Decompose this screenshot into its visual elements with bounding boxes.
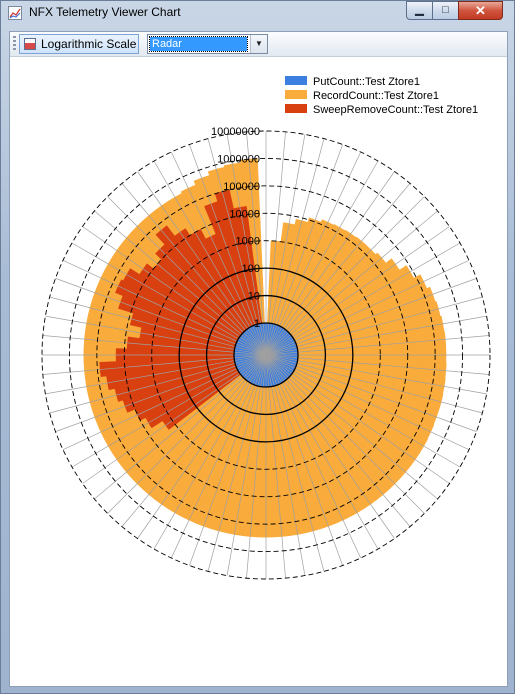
chevron-down-icon[interactable]: ▼ <box>250 35 267 53</box>
radar-tick-label: 1000000 <box>217 153 260 165</box>
radar-chart: 1 10 100 1000 10000 100000 1000000 10000000 Put… <box>10 57 507 686</box>
radar-tick-label: 100000 <box>223 181 260 193</box>
client-area: Logarithmic Scale Radar ▼ 1 10 100 1000 1000… <box>9 31 508 687</box>
toolbar-grip[interactable] <box>13 36 16 52</box>
chart-icon <box>24 38 36 50</box>
legend-label: RecordCount::Test Ztore1 <box>313 90 439 102</box>
chart-icon-graphic <box>9 7 21 19</box>
radar-tick-label: 1000 <box>236 236 260 248</box>
spoke-layer <box>42 131 490 579</box>
maximize-icon: □ <box>433 2 458 19</box>
radar-tick-label: 1 <box>254 318 260 330</box>
chart-area: 1 10 100 1000 10000 100000 1000000 10000000 Put… <box>10 57 507 686</box>
window-title: NFX Telemetry Viewer Chart <box>29 5 181 19</box>
chart-icon <box>8 6 22 20</box>
logarithmic-scale-button[interactable]: Logarithmic Scale <box>19 34 139 54</box>
minimize-icon: ▁ <box>407 2 432 19</box>
maximize-button[interactable]: □ <box>432 1 459 20</box>
legend-swatch <box>285 90 307 99</box>
legend-label: PutCount::Test Ztore1 <box>313 76 420 88</box>
toolbar: Logarithmic Scale Radar ▼ <box>10 32 507 57</box>
minimize-button[interactable]: ▁ <box>406 1 433 20</box>
chart-type-value: Radar <box>150 37 247 51</box>
legend-label: SweepRemoveCount::Test Ztore1 <box>313 104 478 116</box>
radar-tick-label: 10 <box>248 291 260 303</box>
close-icon: ✕ <box>459 2 502 19</box>
legend-swatch <box>285 76 307 85</box>
legend-swatch <box>285 104 307 113</box>
radar-tick-label: 10000000 <box>211 126 260 138</box>
close-button[interactable]: ✕ <box>458 1 503 20</box>
chart-type-select[interactable]: Radar ▼ <box>147 34 268 54</box>
radar-tick-label: 100 <box>242 263 260 275</box>
logarithmic-scale-label: Logarithmic Scale <box>41 37 136 51</box>
radar-tick-label: 10000 <box>229 208 260 220</box>
title-bar[interactable]: NFX Telemetry Viewer Chart ▁ □ ✕ <box>1 1 514 25</box>
